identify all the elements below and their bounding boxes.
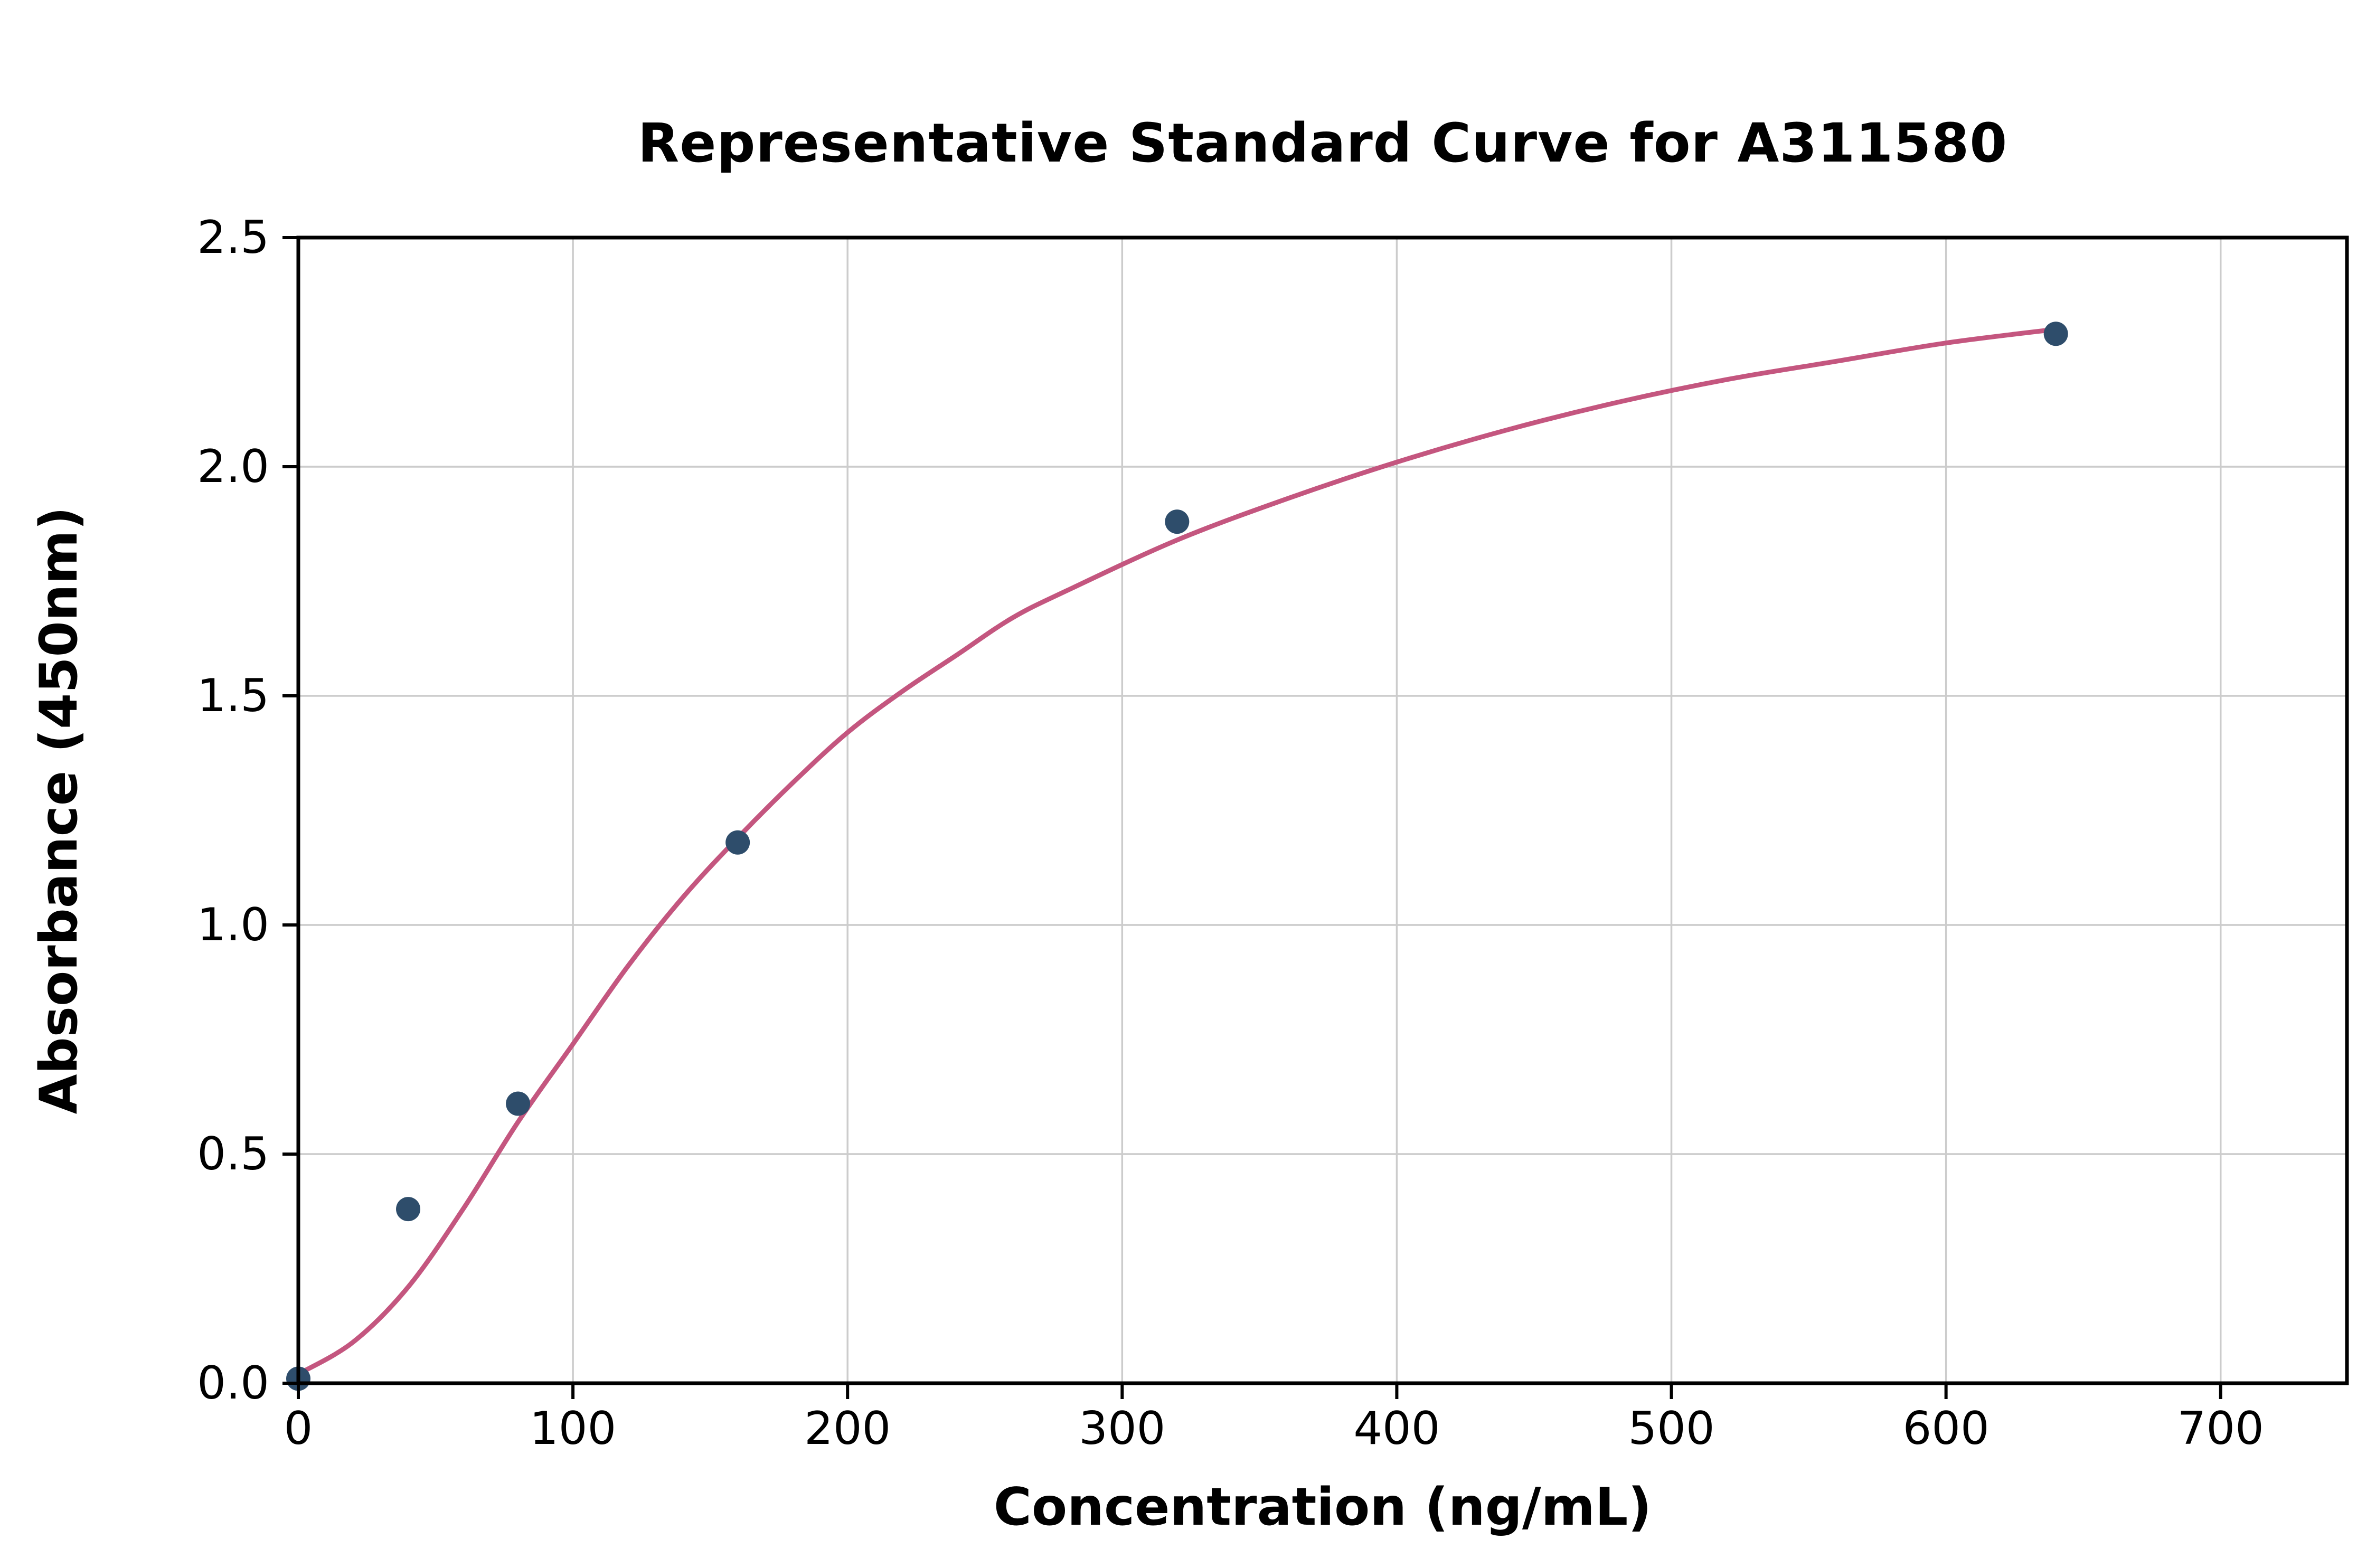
data-point: [396, 1197, 421, 1222]
data-point: [506, 1091, 531, 1116]
data-point: [2043, 322, 2068, 346]
y-tick-label: 2.5: [197, 211, 269, 264]
y-axis-label: Absorbance (450nm): [29, 506, 89, 1114]
y-tick-label: 1.5: [197, 669, 269, 722]
x-axis-label: Concentration (ng/mL): [993, 1477, 1652, 1537]
data-point: [1165, 509, 1190, 534]
x-tick-label: 300: [1079, 1402, 1165, 1455]
x-tick-label: 200: [804, 1402, 891, 1455]
fit-curve: [296, 327, 2059, 1377]
x-tick-label: 600: [1903, 1402, 1990, 1455]
x-tick-label: 500: [1628, 1402, 1714, 1455]
y-tick-label: 2.0: [197, 440, 269, 493]
chart-title: Representative Standard Curve for A31158…: [637, 112, 2008, 175]
data-point: [725, 830, 750, 855]
x-tick-label: 700: [2177, 1402, 2264, 1455]
y-tick-label: 0.0: [197, 1357, 269, 1410]
x-tick-label: 0: [284, 1402, 313, 1455]
y-tick-label: 1.0: [197, 899, 269, 951]
plot-border: [296, 235, 2349, 1385]
x-tick-label: 100: [530, 1402, 616, 1455]
y-tick-label: 0.5: [197, 1128, 269, 1180]
x-tick-label: 400: [1353, 1402, 1440, 1455]
